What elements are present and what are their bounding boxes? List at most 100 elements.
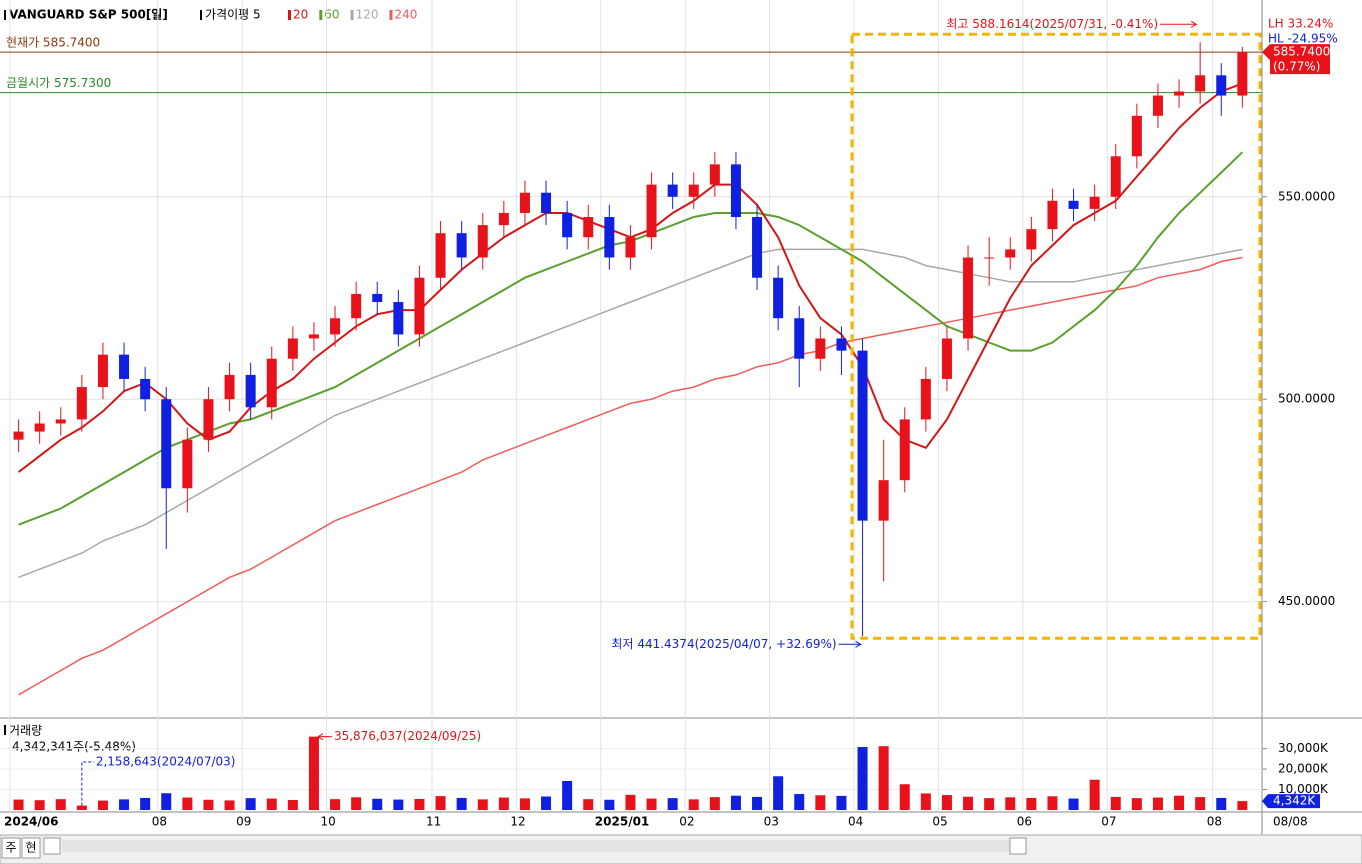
candle-body — [815, 338, 826, 359]
moving-average-line — [18, 256, 1243, 696]
volume-bar — [730, 795, 741, 810]
volume-bar — [941, 795, 952, 810]
price-change-label: (0.77%) — [1273, 60, 1320, 74]
last-date: 08/08 — [1273, 815, 1308, 829]
header-marker — [200, 10, 202, 20]
volume-bar — [625, 794, 636, 810]
header-marker — [4, 10, 6, 20]
candle-body — [688, 184, 699, 197]
candle-body — [984, 257, 995, 259]
x-tick-label: 08 — [1207, 815, 1222, 829]
volume-bar — [878, 746, 889, 810]
x-tick-label: 2025/01 — [595, 815, 649, 829]
volume-bar — [203, 799, 214, 810]
candle-body — [773, 277, 784, 319]
volume-bar — [562, 780, 573, 810]
candle-body — [857, 350, 868, 521]
scroll-left[interactable] — [43, 837, 61, 855]
candle-body — [119, 354, 130, 379]
candle-body — [224, 374, 235, 400]
candle-body — [498, 212, 509, 226]
x-tick-label: 11 — [426, 815, 441, 829]
scrollbar[interactable] — [62, 840, 1012, 852]
volume-bar — [1216, 797, 1227, 810]
volume-bar — [1237, 801, 1248, 810]
x-tick-label: 04 — [848, 815, 863, 829]
toolbar-label[interactable]: 주 — [5, 841, 16, 855]
scroll-right[interactable] — [1009, 837, 1027, 855]
stat-hl: HL -24.95% — [1268, 32, 1338, 46]
volume-bar — [477, 799, 488, 810]
candle-body — [583, 217, 594, 238]
stat-lh: LH 33.24% — [1268, 17, 1333, 31]
candle-body — [562, 212, 573, 238]
high-note: 최고 588.1614(2025/07/31, -0.41%) — [946, 17, 1158, 31]
volume-bar — [414, 798, 425, 810]
candle-body — [308, 334, 319, 339]
volume-bar — [182, 797, 193, 810]
candle-body — [1131, 115, 1142, 157]
x-tick-label: 12 — [510, 815, 525, 829]
candle-body — [477, 225, 488, 258]
volume-bar — [1068, 798, 1079, 810]
volume-bar — [667, 798, 678, 810]
volume-bar — [1195, 797, 1206, 810]
candle-body — [941, 338, 952, 379]
candle-body — [1005, 249, 1016, 258]
volume-bar — [76, 805, 87, 810]
volume-max-note: 35,876,037(2024/09/25) — [334, 729, 481, 743]
volume-bar — [351, 797, 362, 810]
indicator-label: 가격이평 5 — [205, 8, 261, 22]
x-tick-label: 06 — [1017, 815, 1032, 829]
volume-bar — [266, 798, 277, 810]
volume-bar — [1026, 797, 1037, 810]
candle-body — [1152, 95, 1163, 116]
volume-bar — [140, 797, 151, 810]
moving-average-line — [18, 248, 1243, 579]
volume-bar — [709, 797, 720, 810]
volume-bar — [119, 799, 130, 810]
candle-body — [920, 378, 931, 420]
volume-bar — [899, 784, 910, 810]
volume-bar — [688, 799, 699, 810]
volume-bar — [963, 796, 974, 810]
candle-body — [625, 237, 636, 258]
candle-body — [878, 480, 889, 521]
x-tick-label: 08 — [152, 815, 167, 829]
volume-bar — [794, 794, 805, 810]
toolbar-label[interactable]: 현 — [25, 841, 36, 855]
volume-bar — [519, 798, 530, 810]
candle-body — [1026, 229, 1037, 250]
candle-body — [55, 419, 66, 424]
volume-summary: 4,342,341주(-5.48%) — [12, 740, 136, 754]
y-tick-label: 450.0000 — [1278, 594, 1335, 608]
volume-bar — [498, 797, 509, 810]
candle-body — [351, 293, 362, 319]
candle-body — [182, 439, 193, 489]
volume-bar — [34, 800, 45, 810]
x-tick-label: 03 — [764, 815, 779, 829]
volume-min-note: 2,158,643(2024/07/03) — [96, 755, 236, 769]
volume-bar — [55, 799, 66, 810]
candle-body — [1110, 156, 1121, 197]
candle-body — [456, 233, 467, 258]
volume-bar — [308, 736, 319, 810]
candle-body — [963, 257, 974, 339]
toolbar-button[interactable] — [21, 837, 41, 859]
volume-title: 거래량 — [9, 724, 42, 738]
candle-body — [330, 318, 341, 335]
toolbar-button[interactable] — [1, 837, 21, 859]
y-tick-label: 10,000K — [1278, 782, 1329, 796]
candle-body — [646, 184, 657, 238]
candle-body — [76, 387, 87, 420]
candle-body — [1089, 196, 1100, 209]
volume-bar — [773, 776, 784, 810]
candle-body — [709, 164, 720, 185]
volume-bar — [815, 795, 826, 810]
candle-body — [1237, 52, 1248, 96]
volume-bar — [583, 799, 594, 810]
volume-bar — [984, 798, 995, 810]
legend-label: 120 — [356, 8, 379, 22]
volume-bar — [836, 795, 847, 810]
volume-bar — [1005, 797, 1016, 810]
